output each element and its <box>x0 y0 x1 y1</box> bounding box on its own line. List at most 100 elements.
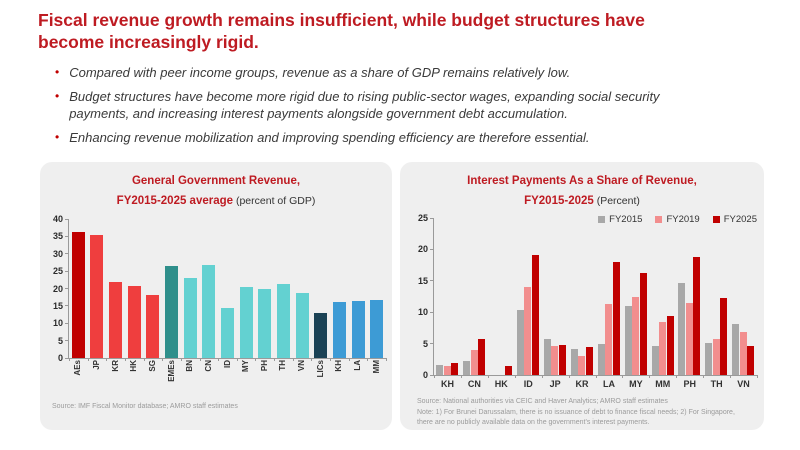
y-axis-label: 10 <box>417 307 428 318</box>
bar-HK <box>127 286 141 358</box>
x-axis-tick <box>730 375 732 378</box>
bar-JP-FY2025 <box>558 345 566 375</box>
bar-TH <box>276 284 290 358</box>
bar-ID <box>221 308 234 358</box>
x-axis-label-MM: MM <box>655 379 671 389</box>
y-axis-label: 25 <box>417 213 428 223</box>
x-axis-label-SG: SG <box>147 360 157 372</box>
x-axis-tick <box>143 358 145 361</box>
bar-BN <box>183 278 197 358</box>
bar-PH <box>258 288 272 358</box>
y-axis-tick <box>65 235 69 237</box>
legend-item-FY2019: FY2019 <box>655 214 700 225</box>
bullet-marker: • <box>55 89 60 104</box>
left-chart-source: Source: IMF Fiscal Monitor database; AMR… <box>52 403 238 410</box>
bar-PH-FY2015 <box>678 283 686 375</box>
x-axis-label-KH: KH <box>334 360 344 372</box>
x-axis-label-MY: MY <box>241 360 251 372</box>
x-axis-label-ID: ID <box>222 360 232 368</box>
x-axis-tick <box>311 358 313 361</box>
x-axis-tick <box>162 358 164 361</box>
bullet-item: • Budget structures have become more rig… <box>55 88 695 122</box>
bar-CN-FY2025 <box>478 339 486 375</box>
bar-ID-FY2015 <box>516 310 524 375</box>
bar-KH <box>332 301 346 358</box>
x-axis-tick <box>69 358 70 361</box>
bar-TH-FY2019 <box>712 338 720 375</box>
bar-KH-FY2019 <box>443 365 451 375</box>
y-axis-tick <box>65 288 69 289</box>
x-axis-tick <box>292 358 294 361</box>
bar-LA-FY2025 <box>612 261 620 375</box>
legend-item-FY2015: FY2015 <box>598 214 642 225</box>
bar-KH-FY2025 <box>451 363 459 375</box>
x-axis-label-JP: JP <box>549 379 561 389</box>
y-axis-label: 35 <box>52 231 63 242</box>
x-axis-label-TH: TH <box>710 379 723 389</box>
legend-label-FY2019: FY2019 <box>666 214 700 225</box>
x-axis-label-EMEs: EMEs <box>166 360 176 382</box>
x-axis-tick <box>255 358 257 361</box>
slide-title: Fiscal revenue growth remains insufficie… <box>38 10 645 52</box>
y-axis-label: 5 <box>57 335 63 346</box>
legend-swatch-FY2025 <box>712 216 720 223</box>
right-chart-title-line1: Interest Payments As a Share of Revenue, <box>467 175 697 187</box>
x-axis-label-LA: LA <box>602 379 615 389</box>
bar-JP-FY2019 <box>551 346 559 375</box>
x-axis-tick <box>434 375 435 378</box>
y-axis-tick <box>65 270 69 272</box>
x-axis-label-BN: BN <box>185 360 195 372</box>
x-axis-label-PH: PH <box>259 360 269 372</box>
right-chart-note: Note: 1) For Brunei Darussalam, there is… <box>417 408 735 427</box>
x-axis-tick <box>649 375 651 378</box>
bar-ID-FY2025 <box>531 255 539 375</box>
x-axis-tick <box>460 375 462 378</box>
y-axis-tick <box>65 357 69 359</box>
y-axis-tick <box>65 305 69 307</box>
bar-VN-FY2015 <box>732 323 740 375</box>
bar-MY <box>239 287 253 358</box>
legend-swatch-FY2015 <box>598 216 606 223</box>
bar-MY-FY2025 <box>639 273 647 375</box>
x-axis-tick <box>106 358 108 361</box>
x-axis-tick <box>124 358 126 361</box>
bullet-marker: • <box>55 65 60 79</box>
y-axis-label: 15 <box>52 300 63 311</box>
bullet-list: • Compared with peer income groups, reve… <box>55 64 695 154</box>
left-chart-title: General Government Revenue, FY2015-2025 … <box>40 173 392 211</box>
x-axis-label-PH: PH <box>683 379 696 389</box>
bar-KH-FY2015 <box>436 364 444 375</box>
right-chart-plot: FY2015 FY2019 FY2025 0 5 10 15 20 25 KH CN HK ID JP K… <box>418 213 758 389</box>
x-axis-label-HK: HK <box>494 379 508 389</box>
x-axis-tick <box>568 375 570 378</box>
bar-HK-FY2025 <box>505 366 513 375</box>
bullet-item: • Enhancing revenue mobilization and imp… <box>55 129 695 146</box>
bullet-marker: • <box>55 130 60 145</box>
bar-PH-FY2025 <box>693 256 701 375</box>
y-axis-label: 20 <box>52 283 63 294</box>
left-chart-panel: General Government Revenue, FY2015-2025 … <box>40 162 392 430</box>
x-axis-tick <box>487 375 489 378</box>
bar-VN <box>295 292 309 358</box>
x-axis-tick <box>274 358 276 361</box>
x-axis-label-CN: CN <box>467 379 481 389</box>
legend-item-FY2025: FY2025 <box>712 214 757 225</box>
x-axis-label-VN: VN <box>297 360 307 372</box>
x-axis-label-CN: CN <box>203 360 213 372</box>
legend-label-FY2015: FY2015 <box>609 214 643 225</box>
right-chart-title-line2-units: (Percent) <box>593 195 640 208</box>
x-axis-label-KR: KR <box>110 360 120 372</box>
x-axis-tick <box>367 358 369 361</box>
y-axis-tick <box>430 217 434 219</box>
x-axis-label-ID: ID <box>523 379 533 389</box>
y-axis-tick <box>65 218 69 220</box>
right-chart-title: Interest Payments As a Share of Revenue,… <box>400 173 764 211</box>
x-axis-tick <box>386 358 387 361</box>
bullet-item: • Compared with peer income groups, reve… <box>55 64 695 81</box>
bar-JP <box>90 235 104 358</box>
x-axis-tick <box>236 358 238 361</box>
y-axis-label: 20 <box>417 244 428 255</box>
x-axis-tick <box>757 375 758 378</box>
y-axis-tick <box>65 253 69 255</box>
